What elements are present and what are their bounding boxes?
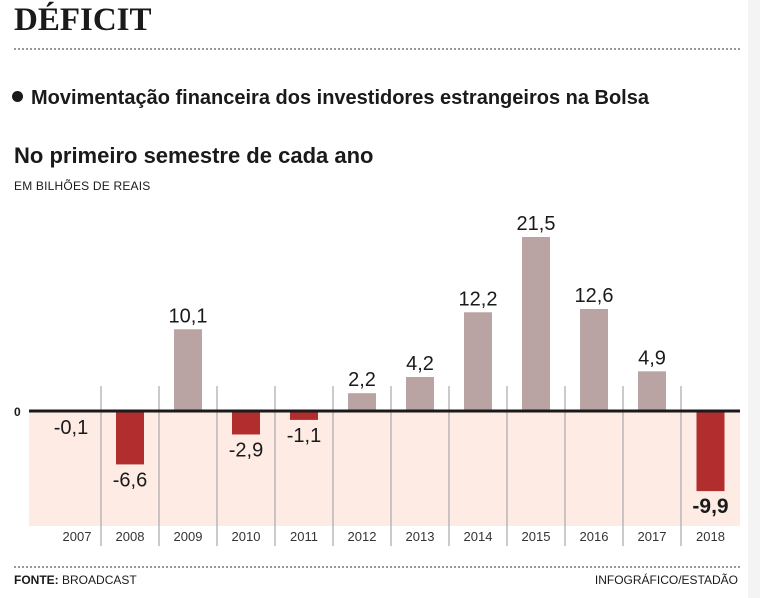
value-label-2016: 12,6 [575,285,614,307]
value-label-2009: 10,1 [169,305,208,327]
bar-2011 [290,411,318,420]
value-label-2018: -9,9 [692,495,728,518]
value-label-2008: -6,6 [113,469,147,491]
year-label-2008: 2008 [116,529,145,544]
year-label-2011: 2011 [290,529,318,544]
year-label-2015: 2015 [522,529,551,544]
year-label-2007: 2007 [63,529,92,544]
chart-units: EM BILHÕES DE REAIS [14,179,151,193]
year-label-2016: 2016 [580,529,609,544]
bar-2009 [174,329,202,411]
bar-2016 [580,309,608,411]
value-label-2017: 4,9 [638,347,666,369]
value-label-2010: -2,9 [229,439,263,461]
subtitle: Movimentação financeira dos investidores… [12,87,649,110]
column-dividers [100,386,682,546]
year-label-2017: 2017 [638,529,667,544]
value-labels: -0,1 -6,6 10,1 -2,9 -1,1 2,2 4,2 12,2 21,5 12,6 4,… [54,213,729,518]
source-label: FONTE: [14,573,59,587]
headline: DÉFICIT [14,2,152,38]
bar-2018 [696,411,725,492]
source-value: BROADCAST [62,573,137,587]
year-labels: 2007 2008 2009 2010 2011 2012 2013 2014 2015 2016… [63,529,725,544]
bar-2013 [406,377,434,411]
zero-axis-label: 0 [14,405,21,419]
value-label-2014: 12,2 [459,288,498,310]
negative-zone [29,411,740,526]
value-label-2011: -1,1 [287,425,321,447]
chart-title: No primeiro semestre de cada ano [14,143,374,168]
source-note: FONTE: BROADCAST [14,573,137,587]
page-edge-strip [748,0,760,598]
divider-dotted-bottom [14,566,740,568]
value-label-2007: -0,1 [54,417,88,439]
bar-2008 [116,411,144,465]
bar-2010 [232,411,260,435]
bar-2015 [522,237,550,411]
bars [57,237,725,492]
year-label-2018: 2018 [696,529,725,544]
bar-2012 [348,393,376,411]
bar-2014 [464,312,492,411]
value-label-2012: 2,2 [348,369,376,391]
divider-dotted-top [14,48,740,50]
value-label-2015: 21,5 [517,213,556,235]
subtitle-text: Movimentação financeira dos investidores… [31,87,649,109]
bullet-icon [12,91,23,102]
credit: INFOGRÁFICO/ESTADÃO [594,573,738,587]
value-label-2013: 4,2 [406,353,434,375]
year-label-2012: 2012 [348,529,377,544]
year-label-2014: 2014 [464,529,493,544]
year-label-2013: 2013 [406,529,435,544]
year-label-2010: 2010 [232,529,261,544]
year-label-2009: 2009 [174,529,203,544]
bar-2017 [638,371,666,411]
